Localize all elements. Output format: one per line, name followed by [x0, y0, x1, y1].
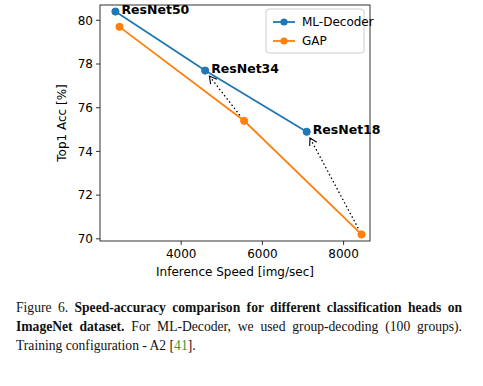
legend-label: ML-Decoder [302, 15, 374, 29]
caption-ref: 41 [174, 338, 188, 353]
legend-label: GAP [302, 34, 327, 48]
legend-marker [280, 37, 287, 44]
caption: Figure 6. Speed-accuracy comparison for … [16, 298, 462, 355]
data-point [358, 231, 365, 238]
data-point [241, 117, 248, 124]
x-tick [343, 241, 344, 245]
y-tick [96, 195, 100, 196]
arrow [209, 76, 239, 115]
x-tick-label: 6000 [247, 247, 278, 261]
x-axis-label: Inference Speed [img/sec] [156, 265, 314, 279]
y-tick [96, 238, 100, 239]
x-tick-label: 4000 [166, 247, 197, 261]
x-tick-label: 8000 [328, 247, 359, 261]
annotation: ResNet50 [121, 2, 189, 17]
y-tick-label: 80 [78, 14, 93, 28]
y-tick [96, 107, 100, 108]
x-tick [262, 241, 263, 245]
y-tick-label: 70 [78, 232, 93, 246]
data-point [116, 23, 123, 30]
annotation: ResNet34 [211, 61, 279, 76]
legend: ML-Decoder GAP [266, 9, 374, 53]
y-tick-label: 74 [78, 145, 93, 159]
data-point [202, 67, 209, 74]
y-tick [96, 20, 100, 21]
chart: 4000 6000 8000 70 72 74 76 78 80 Inference Speed … [0, 0, 483, 292]
y-tick [96, 64, 100, 65]
data-point [112, 8, 119, 15]
arrow [310, 138, 358, 228]
caption-label: Figure 6. [16, 300, 68, 315]
legend-marker [280, 18, 287, 25]
y-tick [96, 151, 100, 152]
x-tick [181, 241, 182, 245]
caption-end: ]. [188, 338, 196, 353]
data-point [303, 128, 310, 135]
y-tick-label: 76 [78, 101, 93, 115]
plot-frame [100, 5, 370, 241]
y-axis-label: Top1 Acc [%] [55, 84, 69, 162]
y-tick-label: 78 [78, 57, 93, 71]
y-tick-label: 72 [78, 188, 93, 202]
